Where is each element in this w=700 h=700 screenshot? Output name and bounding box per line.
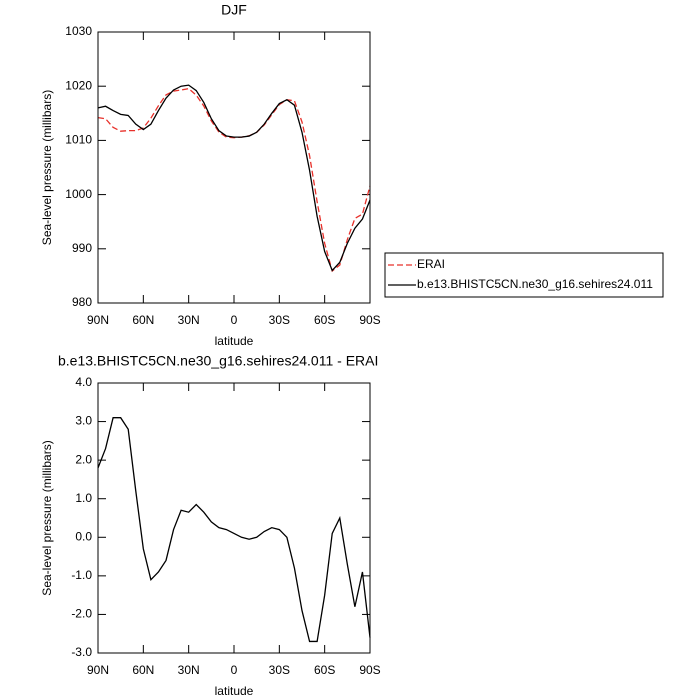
- plot-frame: [97, 31, 371, 304]
- x-tick-label: 0: [231, 663, 238, 677]
- x-axis-label: latitude: [215, 684, 254, 698]
- y-tick-label: 1.0: [75, 491, 92, 505]
- y-tick-label: -2.0: [71, 607, 92, 621]
- x-tick-label: 30S: [269, 663, 290, 677]
- chart-title: DJF: [221, 2, 247, 18]
- y-tick-label: 3.0: [75, 414, 92, 428]
- y-tick-label: 1010: [65, 133, 92, 147]
- legend-label: ERAI: [417, 257, 445, 271]
- legend-box: [384, 252, 664, 298]
- y-tick-label: 1020: [65, 78, 92, 92]
- series-line: [97, 87, 371, 273]
- series-line: [97, 417, 371, 643]
- x-tick-label: 60N: [132, 313, 154, 327]
- x-tick-label: 90N: [87, 663, 109, 677]
- x-tick-label: 60N: [132, 663, 154, 677]
- x-tick-label: 30N: [178, 313, 200, 327]
- x-tick-label: 60S: [314, 663, 335, 677]
- plot-frame: [97, 382, 371, 654]
- y-tick-label: 1000: [65, 187, 92, 201]
- y-tick-label: 0.0: [75, 529, 92, 543]
- y-tick-label: 1030: [65, 24, 92, 38]
- x-tick-label: 90S: [359, 663, 380, 677]
- legend-label: b.e13.BHISTC5CN.ne30_g16.sehires24.011: [417, 277, 653, 291]
- x-axis-label: latitude: [215, 334, 254, 348]
- x-tick-label: 90N: [87, 313, 109, 327]
- chart-title: b.e13.BHISTC5CN.ne30_g16.sehires24.011 -…: [58, 353, 378, 369]
- x-tick-label: 0: [231, 313, 238, 327]
- y-tick-label: -1.0: [71, 568, 92, 582]
- x-tick-label: 30N: [178, 663, 200, 677]
- y-tick-label: 990: [72, 241, 92, 255]
- y-tick-label: 2.0: [75, 452, 92, 466]
- series-line: [97, 84, 371, 272]
- x-tick-label: 60S: [314, 313, 335, 327]
- y-tick-label: -3.0: [71, 645, 92, 659]
- x-tick-label: 30S: [269, 313, 290, 327]
- y-axis-label: Sea-level pressure (millibars): [40, 440, 54, 595]
- y-tick-label: 980: [72, 295, 92, 309]
- y-axis-label: Sea-level pressure (millibars): [40, 90, 54, 245]
- x-tick-label: 90S: [359, 313, 380, 327]
- y-tick-label: 4.0: [75, 375, 92, 389]
